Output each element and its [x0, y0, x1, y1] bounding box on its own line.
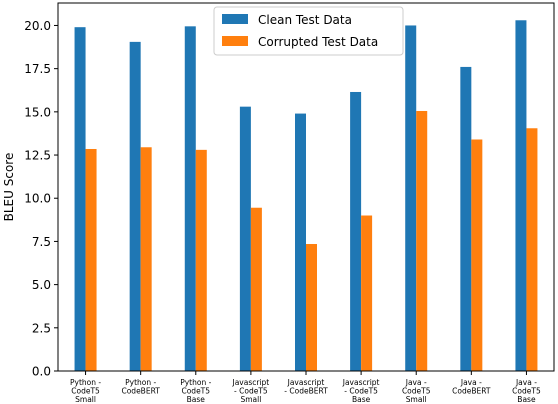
x-tick-label-line: Base	[352, 395, 371, 404]
x-tick-label-line: - CodeT5	[234, 387, 268, 396]
x-tick-label-line: - CodeBERT	[284, 387, 328, 396]
x-tick-label-line: Javascript	[342, 378, 380, 387]
x-tick-label: Python -CodeBERT	[121, 378, 160, 396]
bar-clean-5	[350, 91, 362, 371]
y-tick-label: 15.0	[24, 105, 51, 119]
x-tick-label-line: Java -	[405, 378, 427, 387]
bar-clean-8	[515, 20, 527, 371]
bar-clean-7	[460, 66, 472, 372]
bar-corrupted-3	[250, 207, 262, 371]
y-tick-label: 5.0	[32, 278, 51, 292]
x-tick-label: Javascript - CodeBERT	[284, 378, 328, 396]
bar-corrupted-4	[306, 244, 317, 371]
y-tick-label: 2.5	[32, 321, 51, 335]
x-tick-label: Java -CodeT5 Base	[512, 378, 541, 404]
x-tick-label: Java -CodeT5 Small	[402, 378, 431, 404]
y-tick-label: 12.5	[24, 149, 51, 163]
x-tick-label-line: CodeT5	[71, 387, 100, 396]
y-tick-label: 20.0	[24, 19, 51, 33]
y-axis-label: BLEU Score	[2, 153, 16, 222]
x-tick-label: Java -CodeBERT	[452, 378, 491, 396]
legend-box	[213, 6, 404, 56]
x-tick-label-line: Base	[187, 395, 206, 404]
legend-swatch-clean	[222, 14, 248, 24]
bar-corrupted-7	[471, 139, 483, 371]
bar-clean-6	[405, 25, 417, 372]
x-tick-label: Python -CodeT5 Small	[70, 378, 101, 404]
legend: Clean Test Data Corrupted Test Data	[213, 6, 404, 56]
x-tick-label-line: Java -	[460, 378, 482, 387]
x-tick-label-line: CodeT5	[512, 387, 541, 396]
bar-clean-4	[295, 113, 306, 372]
x-tick-label-line: CodeBERT	[452, 387, 491, 396]
bar-clean-2	[184, 26, 196, 371]
x-tick-label-line: Javascript	[232, 378, 270, 387]
bar-clean-0	[74, 27, 86, 371]
x-tick-label-line: Small	[240, 395, 261, 404]
bar-clean-1	[129, 41, 141, 372]
x-tick-label-line: Javascript	[287, 378, 325, 387]
bar-corrupted-2	[195, 149, 207, 371]
x-tick-label-line: CodeT5	[402, 387, 431, 396]
x-tick-label-line: CodeBERT	[121, 387, 160, 396]
x-tick-label: Javascript - CodeT5 Small	[232, 378, 270, 404]
bar-corrupted-0	[85, 148, 97, 371]
x-tick-label-line: Java -	[515, 378, 537, 387]
x-tick-label-line: Python -	[125, 378, 156, 387]
x-tick-label-line: Small	[75, 395, 96, 404]
x-tick-label-line: - CodeT5	[344, 387, 378, 396]
bar-corrupted-8	[526, 128, 538, 371]
x-tick-label-line: CodeT5	[181, 387, 210, 396]
x-tick-label-line: Base	[517, 395, 536, 404]
legend-label-corrupted: Corrupted Test Data	[258, 35, 378, 49]
y-tick-label: 17.5	[24, 62, 51, 76]
bar-corrupted-1	[140, 147, 152, 371]
legend-label-clean: Clean Test Data	[258, 13, 352, 27]
y-tick-label: 10.0	[24, 192, 51, 206]
x-tick-label-line: Python -	[70, 378, 101, 387]
bar-corrupted-5	[361, 215, 373, 371]
bars-layer	[74, 20, 538, 372]
x-tick-label: Javascript - CodeT5 Base	[342, 378, 380, 404]
y-tick-label: 7.5	[32, 235, 51, 249]
x-tick-label-line: Small	[406, 395, 427, 404]
y-axis: 0.0 2.5 5.0 7.5 10.0 12.5 15.0 17.5 20.0	[24, 19, 58, 379]
legend-swatch-corrupted	[222, 36, 248, 46]
x-tick-label-line: Python -	[180, 378, 211, 387]
bar-corrupted-6	[416, 110, 428, 371]
bar-clean-3	[239, 106, 251, 371]
y-tick-label: 0.0	[32, 365, 51, 379]
x-tick-label: Python -CodeT5 Base	[180, 378, 211, 404]
